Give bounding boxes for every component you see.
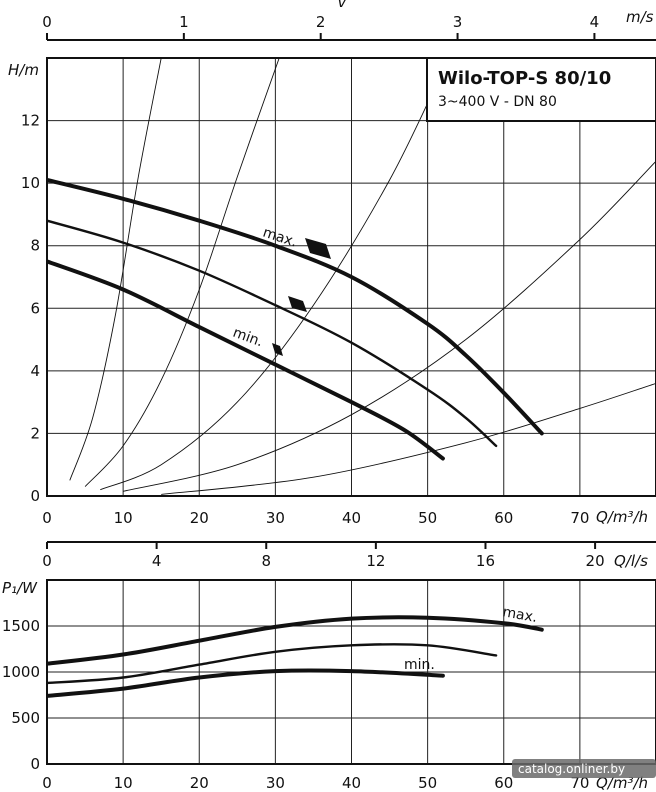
power-min-label: min. <box>404 657 435 673</box>
velocity-tick: 2 <box>316 13 326 31</box>
system-curve <box>69 58 162 481</box>
velocity-tick: 1 <box>179 13 189 31</box>
head-chart: 0 2 4 6 8 10 12 0 10 20 30 40 50 60 70 H/m Q/m³/h Wil… <box>8 57 656 527</box>
power-series <box>47 615 544 698</box>
head-xlabel: Q/m³/h <box>596 508 648 526</box>
power-series-line <box>47 615 544 666</box>
velocity-letter: v <box>338 0 348 11</box>
head-y-tick: 4 <box>30 362 40 380</box>
head-x-tick: 70 <box>570 509 589 527</box>
velocity-tick: 3 <box>453 13 463 31</box>
system-curve <box>100 70 444 491</box>
power-x-tick: 0 <box>42 774 52 792</box>
head-plot-frame <box>46 57 656 497</box>
speed-max-marker <box>305 238 331 259</box>
system-curves <box>69 58 656 495</box>
velocity-tick: 4 <box>590 13 600 31</box>
title-box <box>426 57 656 122</box>
head-y-tick: 10 <box>21 174 40 192</box>
power-chart: 0 500 1000 1500 0 10 20 30 40 50 60 70 P₁/W Q/m³/h… <box>2 579 656 792</box>
power-y-tick: 0 <box>30 755 40 773</box>
flow-ls-tick: 0 <box>42 552 52 570</box>
head-x-tick: 50 <box>418 509 437 527</box>
speed-min-marker <box>272 343 283 356</box>
power-ylabel: P₁/W <box>2 579 38 597</box>
head-series-line <box>47 219 498 448</box>
power-x-tick: 60 <box>494 774 513 792</box>
head-x-tick: 60 <box>494 509 513 527</box>
system-curve <box>84 58 280 487</box>
flow-ls-axis: 0 4 8 12 16 20 Q/l/s <box>42 541 656 570</box>
velocity-unit: m/s <box>626 8 654 26</box>
head-ylabel: H/m <box>8 61 39 79</box>
flow-ls-tick: 8 <box>261 552 271 570</box>
head-y-tick: 2 <box>30 424 40 442</box>
velocity-axis: 0 1 2 3 4 v m/s <box>42 0 656 41</box>
power-x-tick: 50 <box>418 774 437 792</box>
power-max-label: max. <box>501 604 538 626</box>
head-x-tick: 10 <box>114 509 133 527</box>
power-series-line <box>47 643 498 685</box>
head-x-tick: 0 <box>42 509 52 527</box>
head-y-tick: 12 <box>21 112 40 130</box>
power-y-tick: 1000 <box>2 663 40 681</box>
power-series-line <box>47 668 445 698</box>
system-curve <box>161 382 656 495</box>
flow-ls-tick: 20 <box>586 552 605 570</box>
head-x-tick: 40 <box>342 509 361 527</box>
power-x-tick: 10 <box>114 774 133 792</box>
watermark-text: catalog.onliner.by <box>518 762 625 776</box>
power-x-tick: 30 <box>266 774 285 792</box>
head-series-line <box>47 259 445 461</box>
velocity-tick: 0 <box>42 13 52 31</box>
head-x-tick: 30 <box>266 509 285 527</box>
power-xlabel: Q/m³/h <box>596 774 648 792</box>
head-y-tick: 0 <box>30 487 40 505</box>
power-plot-frame <box>46 579 656 765</box>
flow-ls-tick: 16 <box>476 552 495 570</box>
power-y-tick: 500 <box>11 709 40 727</box>
head-y-tick: 6 <box>30 299 40 317</box>
head-x-tick: 20 <box>190 509 209 527</box>
power-x-tick: 20 <box>190 774 209 792</box>
chart-title: Wilo-TOP-S 80/10 <box>438 68 611 89</box>
flow-ls-unit: Q/l/s <box>614 552 648 570</box>
head-series <box>47 178 544 461</box>
head-y-tick: 8 <box>30 237 40 255</box>
system-curve <box>122 160 656 492</box>
power-x-tick: 40 <box>342 774 361 792</box>
power-grid <box>47 580 656 764</box>
head-series-line <box>47 178 544 436</box>
speed-mid-marker <box>288 296 307 312</box>
chart-subtitle: 3~400 V - DN 80 <box>438 94 557 110</box>
flow-ls-tick: 12 <box>366 552 385 570</box>
watermark: catalog.onliner.by <box>512 759 656 778</box>
power-y-tick: 1500 <box>2 617 40 635</box>
power-x-tick: 70 <box>570 774 589 792</box>
flow-ls-tick: 4 <box>152 552 162 570</box>
